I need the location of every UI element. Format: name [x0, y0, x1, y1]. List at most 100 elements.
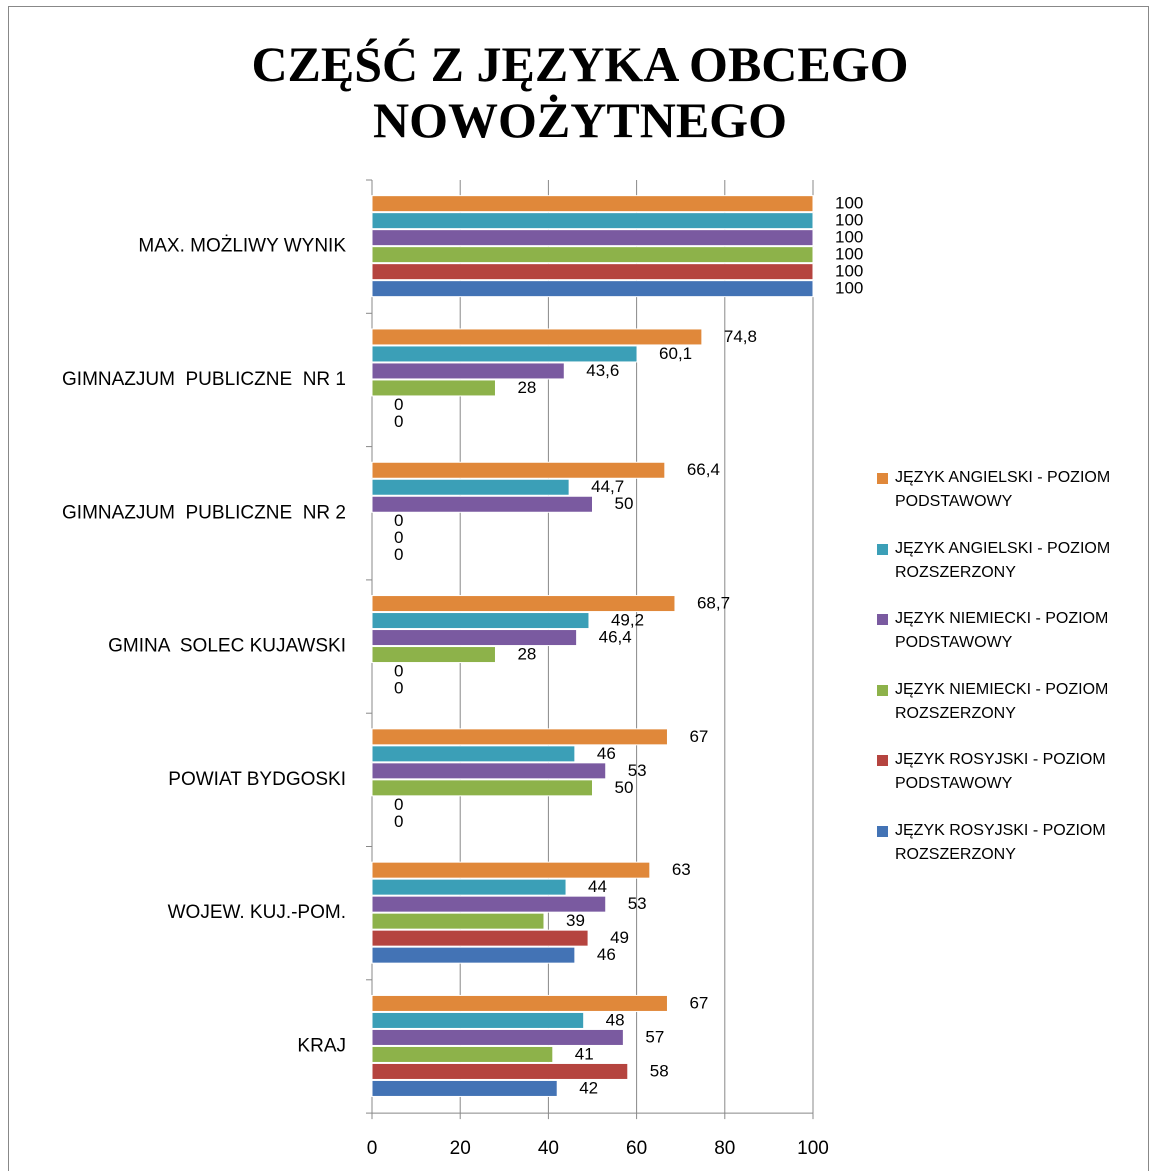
value-label: 58 — [650, 1061, 669, 1080]
y-tick-label: GIMNAZJUM PUBLICZNE NR 2 — [62, 502, 346, 523]
value-label: 63 — [672, 860, 691, 879]
value-label: 0 — [394, 679, 403, 698]
value-label: 44,7 — [591, 477, 624, 496]
legend-swatch — [877, 614, 888, 625]
value-label: 49,2 — [611, 611, 644, 630]
value-label: 41 — [575, 1044, 594, 1063]
bar — [371, 229, 814, 247]
bar — [371, 495, 593, 513]
chart-title: CZĘŚĆ Z JĘZYKA OBCEGO NOWOŻYTNEGO — [251, 36, 909, 148]
bar — [371, 646, 496, 664]
y-tick-label: WOJEW. KUJ.-POM. — [168, 902, 346, 923]
value-label: 42 — [579, 1078, 598, 1097]
x-tick-label: 80 — [714, 1138, 735, 1159]
bar — [371, 280, 814, 298]
bar — [371, 779, 593, 797]
bar — [371, 1045, 554, 1063]
x-tick-label: 40 — [538, 1138, 559, 1159]
value-label: 60,1 — [659, 344, 692, 363]
bar — [371, 328, 703, 346]
x-tick-label: 100 — [797, 1138, 829, 1159]
bar — [371, 595, 676, 613]
bar — [371, 878, 567, 896]
x-tick-label: 0 — [367, 1138, 378, 1159]
value-label: 0 — [394, 795, 403, 814]
value-label: 0 — [394, 528, 403, 547]
value-label: 49 — [610, 928, 629, 947]
value-label: 100 — [835, 245, 863, 264]
bar — [371, 263, 814, 281]
value-label: 46,4 — [599, 628, 632, 647]
legend-label: JĘZYK NIEMIECKI - POZIOM PODSTAWOWY — [895, 610, 1109, 651]
value-label: 67 — [689, 993, 708, 1012]
value-label: 39 — [566, 911, 585, 930]
legend-swatch — [877, 543, 888, 555]
value-label: 46 — [597, 744, 616, 763]
legend-swatch — [877, 825, 888, 837]
bar — [371, 946, 576, 964]
value-label: 0 — [394, 545, 403, 564]
bar — [371, 762, 607, 780]
value-label: 100 — [835, 194, 863, 213]
value-label: 48 — [606, 1010, 625, 1029]
bar — [371, 629, 578, 647]
y-tick-label: GIMNAZJUM PUBLICZNE NR 1 — [62, 369, 346, 390]
y-tick-label: KRAJ — [297, 1035, 346, 1056]
legend-label: JĘZYK ROSYJSKI - POZIOM ROZSZERZONY — [895, 821, 1106, 863]
value-label: 50 — [615, 494, 634, 513]
bar — [371, 612, 590, 630]
value-label: 53 — [628, 761, 647, 780]
bar — [371, 912, 545, 930]
value-label: 50 — [615, 778, 634, 797]
bar — [371, 1062, 629, 1080]
bar — [371, 379, 496, 397]
value-label: 100 — [835, 211, 863, 230]
legend-swatch — [877, 755, 888, 766]
bar — [371, 895, 607, 913]
bar — [371, 461, 666, 479]
value-label: 0 — [394, 812, 403, 831]
y-tick-label: POWIAT BYDGOSKI — [168, 769, 346, 790]
legend-label: JĘZYK ANGIELSKI - POZIOM ROZSZERZONY — [895, 539, 1111, 581]
bar — [371, 212, 814, 230]
bar — [371, 929, 589, 947]
value-label: 28 — [517, 645, 536, 664]
legend-label: JĘZYK ANGIELSKI - POZIOM PODSTAWOWY — [895, 469, 1111, 510]
y-tick-label: GMINA SOLEC KUJAWSKI — [108, 636, 346, 657]
bar — [371, 994, 668, 1012]
value-label: 0 — [394, 511, 403, 530]
bar — [371, 362, 565, 380]
legend-swatch — [877, 684, 888, 696]
legend-swatch — [877, 473, 888, 484]
value-label: 68,7 — [697, 594, 730, 613]
bar — [371, 1079, 558, 1097]
bar — [371, 728, 668, 746]
value-label: 44 — [588, 877, 607, 896]
value-label: 0 — [394, 412, 403, 431]
value-label: 0 — [394, 395, 403, 414]
bar — [371, 478, 570, 496]
chart-frame — [8, 6, 1149, 1171]
value-label: 43,6 — [586, 361, 619, 380]
value-label: 46 — [597, 945, 616, 964]
bar — [371, 1028, 624, 1046]
y-tick-label: MAX. MOŻLIWY WYNIK — [138, 236, 346, 257]
x-tick-label: 20 — [450, 1138, 471, 1159]
bar — [371, 745, 576, 763]
bar — [371, 1011, 585, 1029]
value-label: 28 — [517, 378, 536, 397]
value-label: 57 — [645, 1027, 664, 1046]
value-label: 66,4 — [687, 460, 720, 479]
bar — [371, 861, 651, 879]
legend-label: JĘZYK NIEMIECKI - POZIOM ROZSZERZONY — [895, 680, 1109, 722]
legend-label: JĘZYK ROSYJSKI - POZIOM PODSTAWOWY — [895, 751, 1106, 792]
value-label: 67 — [689, 727, 708, 746]
x-tick-label: 60 — [626, 1138, 647, 1159]
bar — [371, 246, 814, 264]
value-label: 0 — [394, 662, 403, 681]
bar — [371, 195, 814, 213]
value-label: 100 — [835, 228, 863, 247]
value-label: 74,8 — [724, 327, 757, 346]
